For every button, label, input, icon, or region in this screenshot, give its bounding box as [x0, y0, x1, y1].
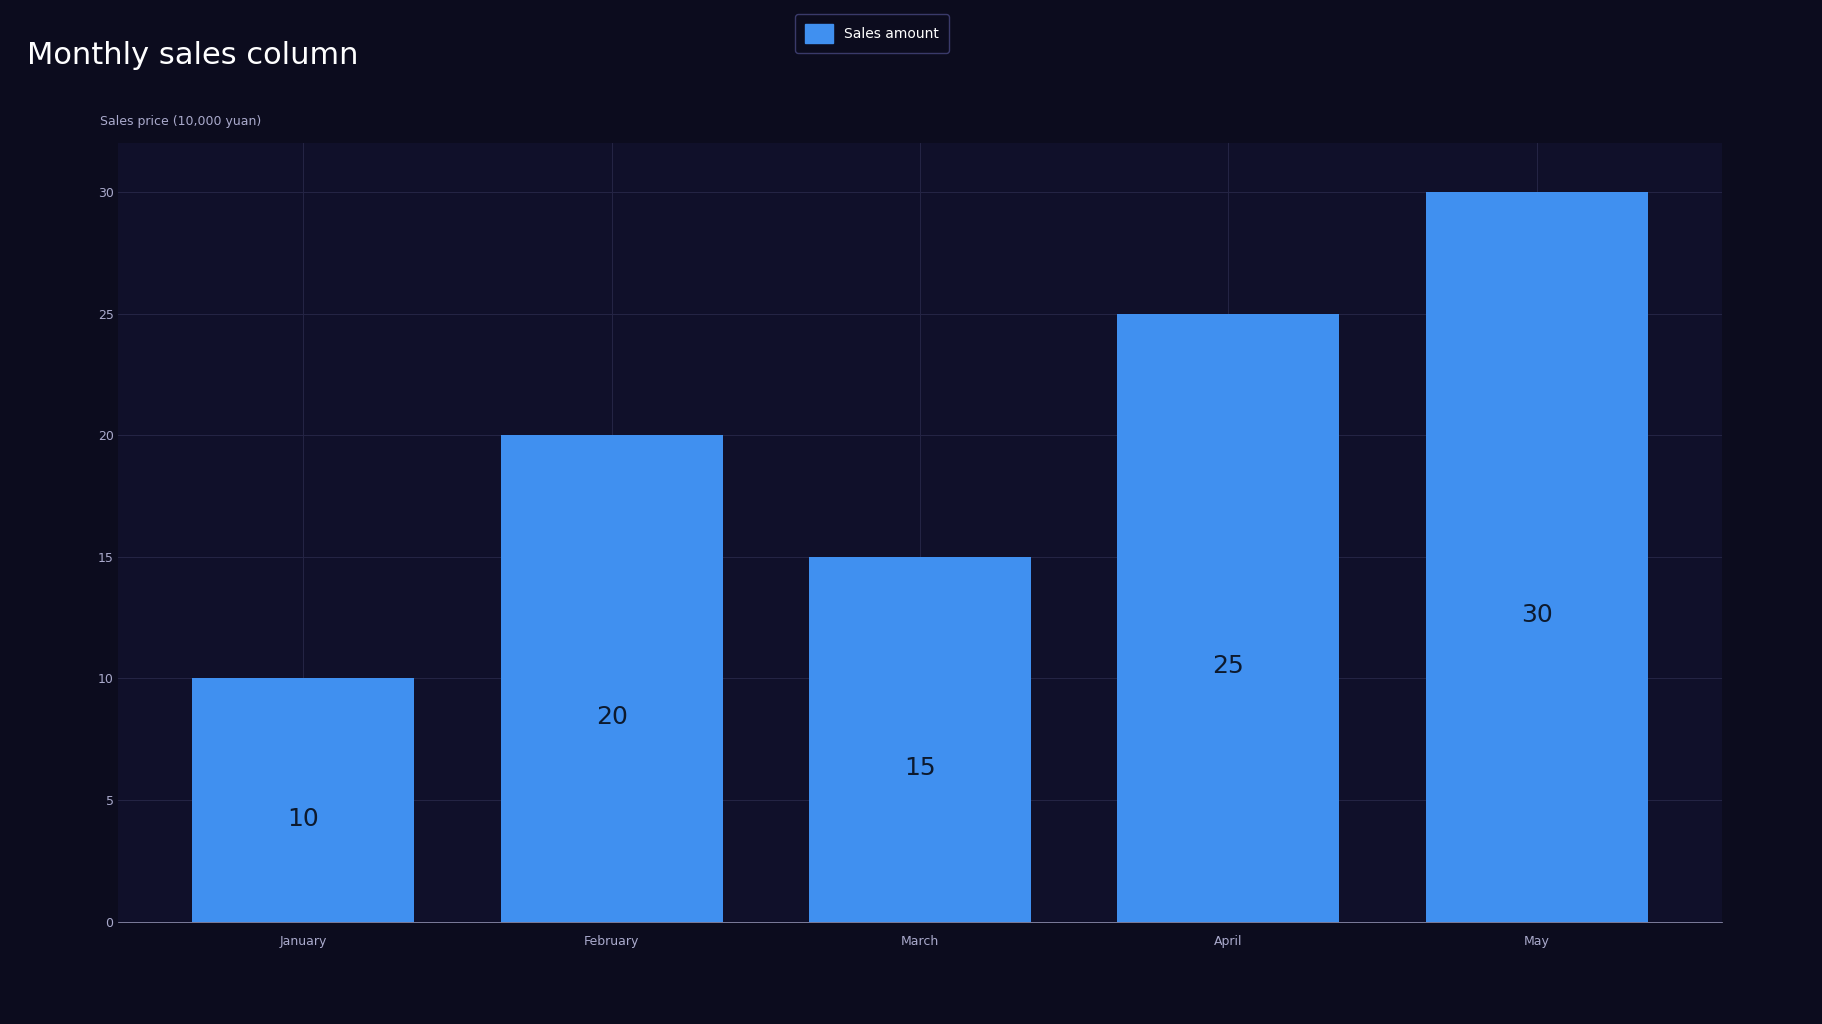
Text: 30: 30 — [1521, 603, 1552, 627]
Bar — [809, 557, 1031, 922]
Legend: Sales amount: Sales amount — [796, 14, 949, 53]
Bar — [1427, 193, 1647, 922]
Text: 15: 15 — [904, 757, 937, 780]
Bar — [193, 678, 414, 922]
Text: 25: 25 — [1213, 654, 1244, 678]
Bar — [501, 435, 723, 922]
Text: 10: 10 — [288, 808, 319, 831]
Text: 20: 20 — [596, 706, 629, 729]
Text: Sales price (10,000 yuan): Sales price (10,000 yuan) — [100, 115, 262, 128]
Text: Monthly sales column: Monthly sales column — [27, 41, 359, 70]
Bar — [1117, 313, 1339, 922]
